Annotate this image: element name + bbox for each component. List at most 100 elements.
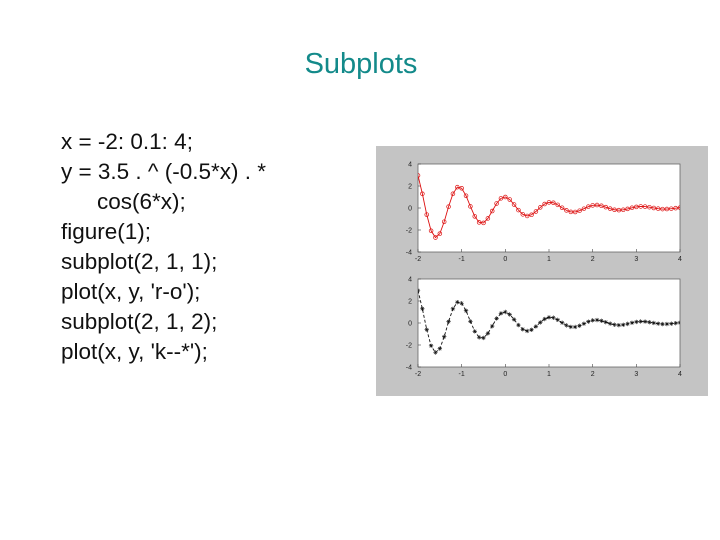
- series-2: [418, 288, 680, 355]
- data-point: [559, 205, 565, 210]
- data-point: [607, 321, 613, 326]
- data-point: [529, 327, 534, 332]
- code-line: y = 3.5 . ^ (-0.5*x) . *: [61, 159, 267, 184]
- y-tick-label: -4: [406, 250, 412, 257]
- data-point: [529, 212, 534, 218]
- data-point: [638, 319, 643, 324]
- data-point: [524, 328, 530, 334]
- data-point: [642, 204, 648, 209]
- data-point: [677, 205, 680, 210]
- data-point: [450, 191, 456, 197]
- data-point: [573, 324, 578, 330]
- data-point: [437, 231, 443, 236]
- data-point: [551, 315, 556, 320]
- data-point: [664, 321, 670, 327]
- data-point: [669, 206, 674, 211]
- x-tick-label: -1: [459, 371, 465, 378]
- y-tick-label: -4: [406, 365, 412, 372]
- data-point: [542, 201, 547, 207]
- data-point: [647, 204, 652, 210]
- data-point: [485, 331, 491, 336]
- data-point: [485, 216, 491, 221]
- data-point: [568, 324, 574, 330]
- data-point: [498, 311, 504, 316]
- data-point: [511, 317, 517, 322]
- code-line: plot(x, y, 'k--*');: [61, 339, 208, 364]
- data-point: [551, 200, 556, 206]
- code-line: subplot(2, 1, 1);: [61, 249, 218, 274]
- data-point: [433, 235, 438, 240]
- y-tick-label: 2: [408, 184, 412, 191]
- data-point: [572, 209, 578, 215]
- data-point: [437, 346, 443, 351]
- data-point: [433, 350, 438, 355]
- data-point: [476, 220, 482, 225]
- data-point: [538, 205, 543, 210]
- code-line: plot(x, y, 'r-o');: [61, 279, 201, 304]
- code-line: x = -2: 0.1: 4;: [61, 129, 193, 154]
- data-point: [542, 316, 547, 322]
- data-point: [625, 321, 630, 327]
- data-point: [468, 319, 473, 324]
- data-point: [420, 191, 425, 197]
- data-point: [642, 319, 648, 324]
- data-point: [420, 306, 425, 311]
- data-point: [612, 207, 617, 212]
- data-point: [494, 201, 499, 206]
- data-point: [564, 208, 569, 213]
- x-tick-label: 3: [634, 371, 638, 378]
- data-point: [660, 206, 665, 212]
- data-point: [634, 319, 639, 325]
- data-point: [590, 203, 595, 208]
- data-point: [555, 317, 560, 323]
- data-point: [446, 319, 451, 324]
- data-point: [599, 203, 604, 209]
- data-point: [586, 319, 591, 324]
- data-point: [581, 206, 587, 211]
- code-line: cos(6*x);: [97, 189, 186, 214]
- data-point: [538, 320, 543, 325]
- code-block: x = -2: 0.1: 4; y = 3.5 . ^ (-0.5*x) . *…: [61, 127, 361, 367]
- data-point: [490, 323, 495, 329]
- data-point: [599, 318, 604, 323]
- data-point: [564, 323, 569, 328]
- data-point: [494, 316, 499, 321]
- data-point: [472, 329, 477, 334]
- y-tick-label: 2: [408, 299, 412, 306]
- data-point: [607, 206, 613, 211]
- data-point: [472, 214, 478, 219]
- data-point: [459, 185, 464, 191]
- data-point: [655, 206, 661, 211]
- x-tick-label: 0: [503, 256, 507, 263]
- data-point: [507, 197, 512, 202]
- data-point: [559, 320, 565, 325]
- data-point: [629, 320, 635, 325]
- data-point: [581, 321, 587, 326]
- data-point: [625, 206, 630, 212]
- data-point: [616, 322, 622, 328]
- y-tick-label: -2: [406, 343, 412, 350]
- data-point: [463, 308, 469, 313]
- data-point: [651, 205, 657, 211]
- data-point: [594, 317, 600, 323]
- x-tick-label: 4: [678, 256, 682, 263]
- x-tick-label: -1: [459, 256, 465, 263]
- data-point: [520, 212, 526, 217]
- series-1: [418, 173, 680, 240]
- data-point: [647, 319, 652, 325]
- data-point: [524, 213, 530, 219]
- data-point: [612, 322, 617, 327]
- data-point: [428, 343, 434, 348]
- code-line: figure(1);: [61, 219, 152, 244]
- data-point: [511, 202, 517, 207]
- data-point: [651, 320, 656, 326]
- data-point: [463, 193, 469, 198]
- data-point: [586, 204, 591, 209]
- data-point: [503, 309, 508, 315]
- x-tick-label: 2: [591, 256, 595, 263]
- series-line: [418, 175, 680, 239]
- data-point: [455, 184, 460, 190]
- data-point: [424, 327, 429, 332]
